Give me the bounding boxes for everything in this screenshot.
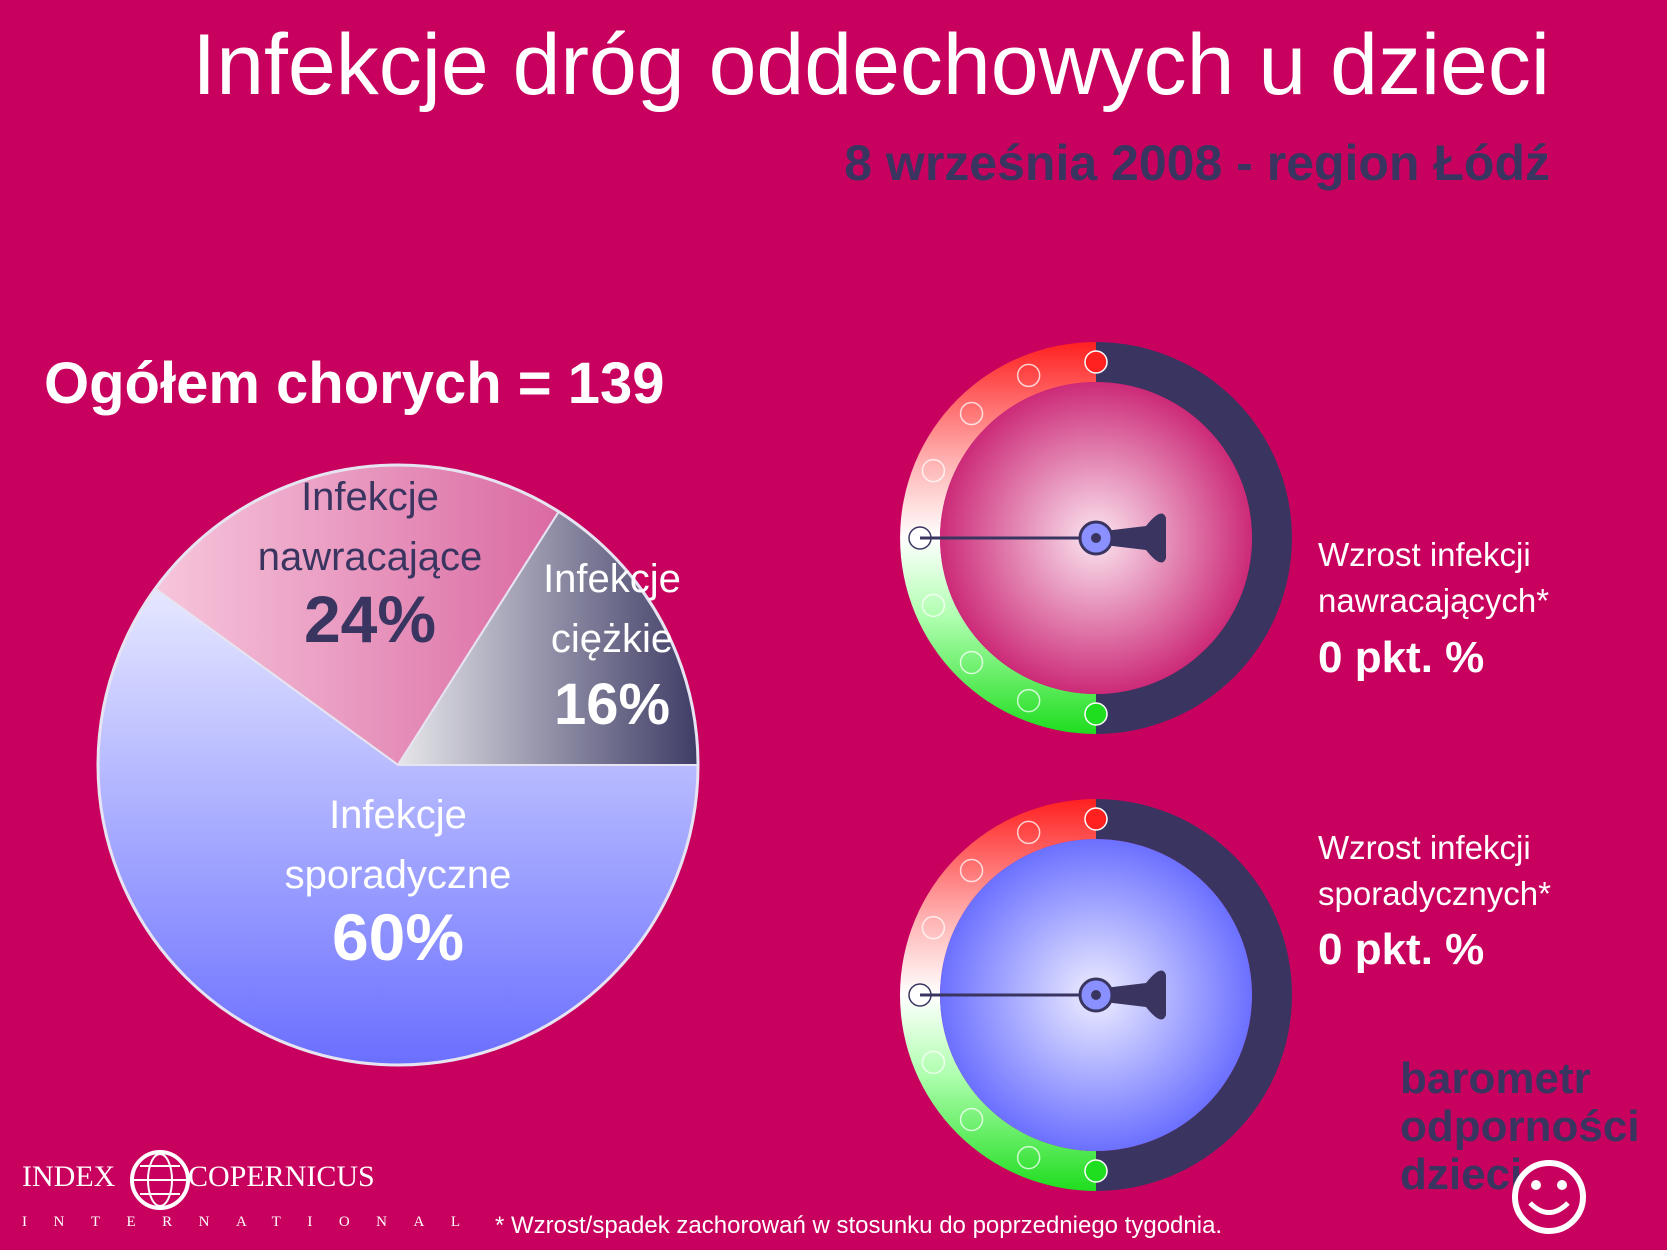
gauge-2-tick — [921, 915, 946, 940]
gauge-1 — [900, 342, 1292, 734]
logo-copernicus-text: COPERNICUS — [188, 1160, 375, 1193]
pie-value-recurrent: 24% — [304, 582, 436, 656]
pie-outline — [96, 463, 700, 1067]
gauge-2-tick — [959, 858, 984, 883]
gauge-2-dark-ring — [1096, 799, 1292, 1191]
page-subtitle: 8 września 2008 - region Łódź — [844, 135, 1550, 191]
gauge-2 — [900, 799, 1292, 1191]
gauge-1-dark-ring — [1096, 342, 1292, 734]
gauge-2-scale-ring — [900, 799, 1096, 1191]
gauge-2-label-line2: sporadycznych* — [1318, 875, 1551, 912]
pie-label-severe-line2: ciężkie — [551, 617, 673, 661]
gauge-1-tick — [1016, 363, 1041, 388]
gauge-1-tick — [959, 401, 984, 426]
pie-label-sporadic-line1: Infekcje — [329, 793, 467, 837]
total-patients-label: Ogółem chorych = 139 — [44, 351, 665, 416]
gauge-1-value: 0 pkt. % — [1318, 633, 1485, 682]
gauge-2-tick — [1084, 807, 1108, 831]
gauge-1-tick — [1084, 350, 1108, 374]
gauge-1-label-line1: Wzrost infekcji — [1318, 536, 1531, 573]
gauge-1-label-line2: nawracających* — [1318, 582, 1550, 619]
pie-label-severe-line1: Infekcje — [543, 557, 681, 601]
brand-line1: barometr — [1400, 1054, 1591, 1103]
logo-international-text: INTERNATIONAL — [22, 1214, 487, 1230]
gauge-1-tick — [959, 650, 984, 675]
gauge-2-tick — [1016, 820, 1041, 845]
gauge-1-tick — [921, 593, 946, 618]
gauge-2-tick — [959, 1107, 984, 1132]
pie-label-recurrent-line2: nawracające — [258, 535, 483, 579]
gauge-2-value: 0 pkt. % — [1318, 925, 1485, 974]
gauge-2-tick — [1084, 1159, 1108, 1183]
footnote: * Wzrost/spadek zachorowań w stosunku do… — [495, 1212, 1223, 1239]
gauge-2-label-line1: Wzrost infekcji — [1318, 829, 1531, 866]
gauge-1-tick — [1016, 688, 1041, 713]
pie-label-sporadic-line2: sporadyczne — [285, 853, 512, 897]
pie-label-recurrent-line1: Infekcje — [301, 475, 439, 519]
gauge-1-tick — [1084, 702, 1108, 726]
brand-line3: dzieci — [1400, 1150, 1523, 1199]
brand-logo: barometr odporności dzieci — [1400, 1055, 1640, 1199]
gauge-1-scale-ring — [900, 342, 1096, 734]
logo-index-text: INDEX — [22, 1160, 116, 1193]
pie-value-severe: 16% — [554, 672, 670, 737]
page-title: Infekcje dróg oddechowych u dzieci — [192, 17, 1550, 113]
gauge-1-needle-tail — [1096, 513, 1166, 563]
gauge-2-tick — [921, 1050, 946, 1075]
gauge-2-hub-center — [1091, 990, 1101, 1000]
gauge-2-tick — [1016, 1145, 1041, 1170]
gauge-1-tick — [921, 458, 946, 483]
gauge-1-hub-center — [1091, 533, 1101, 543]
pie-value-sporadic: 60% — [332, 900, 464, 974]
brand-line2: odporności — [1400, 1102, 1640, 1151]
gauge-2-needle-tail — [1096, 970, 1166, 1020]
